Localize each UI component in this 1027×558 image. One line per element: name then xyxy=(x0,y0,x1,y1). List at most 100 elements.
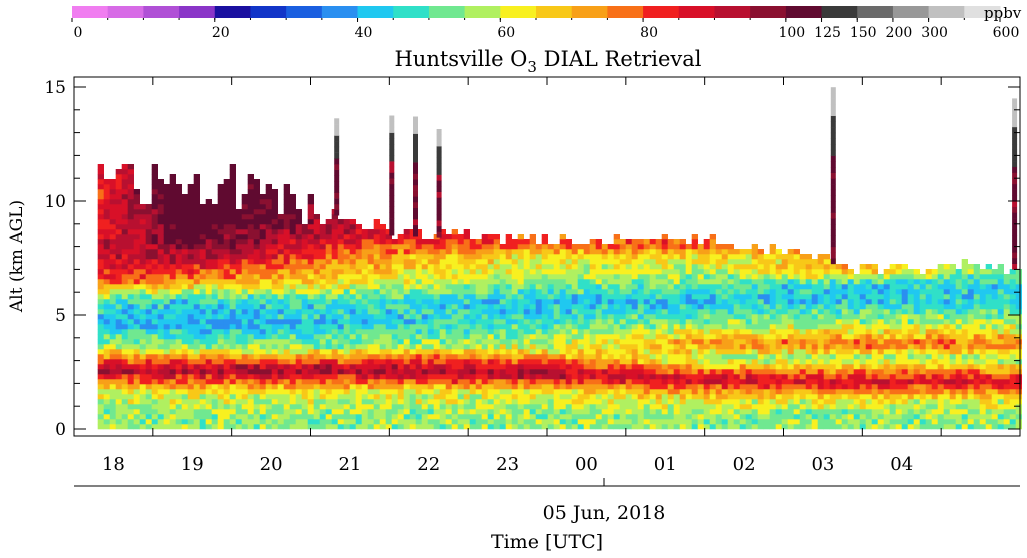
heatmap-cell xyxy=(679,294,686,300)
heatmap-cell xyxy=(499,254,506,260)
heatmap-cell xyxy=(277,264,284,270)
heatmap-cell xyxy=(223,204,230,210)
heatmap-cell xyxy=(139,419,146,425)
heatmap-cell xyxy=(187,219,194,225)
heatmap-cell xyxy=(583,284,590,290)
heatmap-cell xyxy=(799,319,806,325)
heatmap-cell xyxy=(565,354,572,360)
heatmap-cell xyxy=(193,199,200,205)
heatmap-cell xyxy=(175,234,182,240)
heatmap-cell xyxy=(121,329,128,335)
heatmap-cell xyxy=(583,379,590,385)
heatmap-cell xyxy=(217,344,224,350)
heatmap-cell xyxy=(619,399,626,405)
heatmap-cell xyxy=(121,309,128,315)
heatmap-cell xyxy=(151,414,158,420)
heatmap-cell xyxy=(625,249,632,255)
heatmap-cell xyxy=(625,404,632,410)
heatmap-cell xyxy=(343,419,350,425)
heatmap-cell xyxy=(745,364,752,370)
heatmap-cell xyxy=(787,259,794,265)
heatmap-cell xyxy=(349,384,356,390)
heatmap-cell xyxy=(397,344,404,350)
heatmap-cell xyxy=(775,349,782,355)
heatmap-cell xyxy=(163,209,170,215)
heatmap-cell xyxy=(751,269,758,275)
heatmap-cell xyxy=(463,279,470,285)
heatmap-cell xyxy=(559,289,566,295)
heatmap-cell xyxy=(163,194,170,200)
heatmap-cell xyxy=(373,244,380,250)
heatmap-cell xyxy=(343,284,350,290)
heatmap-cell xyxy=(169,264,176,270)
heatmap-cell xyxy=(751,279,758,285)
heatmap-cell xyxy=(163,279,170,285)
heatmap-cell xyxy=(427,339,434,345)
heatmap-cell xyxy=(253,414,260,420)
heatmap-cell xyxy=(379,374,386,380)
heatmap-cell xyxy=(745,344,752,350)
heatmap-cell xyxy=(571,379,578,385)
heatmap-cell xyxy=(619,254,626,260)
heatmap-cell xyxy=(121,319,128,325)
heatmap-cell xyxy=(247,379,254,385)
heatmap-cell xyxy=(109,399,116,405)
heatmap-cell xyxy=(763,289,770,295)
heatmap-cell xyxy=(601,369,608,375)
heatmap-cell xyxy=(787,284,794,290)
heatmap-cell xyxy=(97,414,104,420)
heatmap-cell xyxy=(661,304,668,310)
heatmap-cell xyxy=(307,219,314,225)
heatmap-cell xyxy=(631,254,638,260)
heatmap-cell xyxy=(235,234,242,240)
heatmap-cell xyxy=(421,244,428,250)
heatmap-cell xyxy=(337,244,344,250)
heatmap-cell xyxy=(679,274,686,280)
heatmap-cell xyxy=(673,399,680,405)
heatmap-cell xyxy=(451,354,458,360)
heatmap-cell xyxy=(199,379,206,385)
heatmap-cell xyxy=(739,419,746,425)
heatmap-cell xyxy=(445,319,452,325)
heatmap-cell xyxy=(355,384,362,390)
heatmap-cell xyxy=(109,374,116,380)
heatmap-cell xyxy=(235,399,242,405)
heatmap-cell xyxy=(775,339,782,345)
heatmap-cell xyxy=(109,334,116,340)
heatmap-cell xyxy=(757,399,764,405)
heatmap-cell xyxy=(241,269,248,275)
heatmap-cell xyxy=(559,309,566,315)
heatmap-cell xyxy=(589,319,596,325)
colorbar-bin xyxy=(393,6,430,18)
heatmap-cell xyxy=(559,414,566,420)
heatmap-cell xyxy=(151,199,158,205)
heatmap-cell xyxy=(145,334,152,340)
heatmap-cell xyxy=(601,349,608,355)
heatmap-cell xyxy=(373,279,380,285)
heatmap-cell xyxy=(469,359,476,365)
heatmap-cell xyxy=(289,289,296,295)
heatmap-cell xyxy=(109,379,116,385)
heatmap-cell xyxy=(325,349,332,355)
heatmap-cell xyxy=(139,344,146,350)
heatmap-cell xyxy=(439,354,446,360)
heatmap-cell xyxy=(235,274,242,280)
heatmap-cell xyxy=(763,409,770,415)
heatmap-cell xyxy=(781,324,788,330)
heatmap-cell xyxy=(181,404,188,410)
heatmap-cell xyxy=(127,399,134,405)
heatmap-cell xyxy=(661,419,668,425)
heatmap-cell xyxy=(379,394,386,400)
heatmap-cell xyxy=(373,304,380,310)
heatmap-cell xyxy=(691,279,698,285)
heatmap-cell xyxy=(187,374,194,380)
heatmap-cell xyxy=(223,299,230,305)
heatmap-cell xyxy=(553,314,560,320)
heatmap-cell xyxy=(613,334,620,340)
heatmap-cell xyxy=(313,374,320,380)
heatmap-cell xyxy=(133,349,140,355)
heatmap-cell xyxy=(151,184,158,190)
heatmap-cell xyxy=(403,289,410,295)
heatmap-cell xyxy=(211,239,218,245)
heatmap-cell xyxy=(775,379,782,385)
